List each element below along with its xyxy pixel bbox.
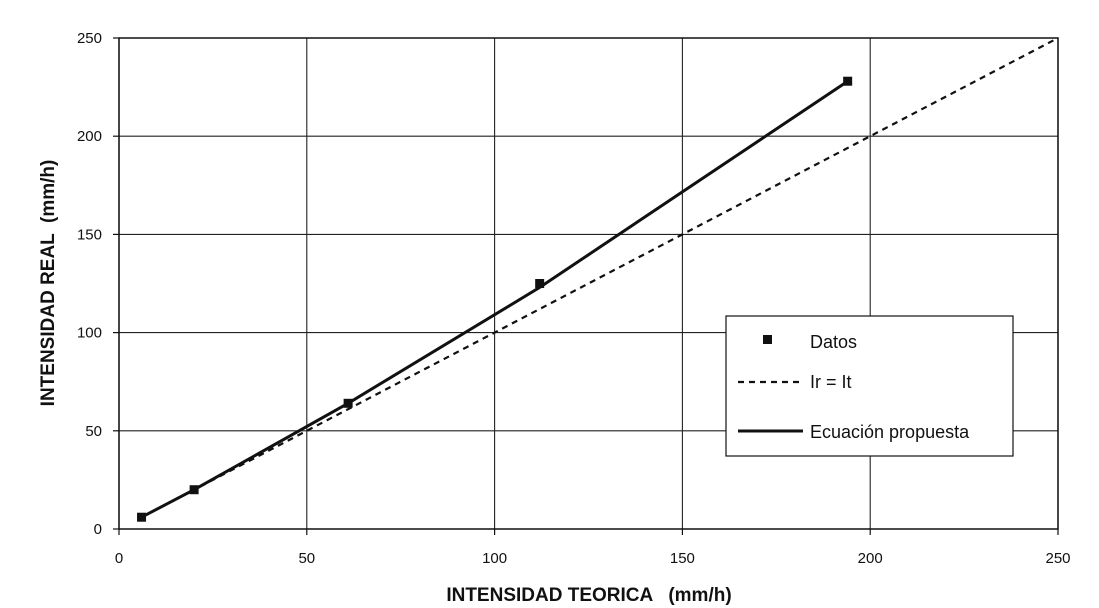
series-ir-it-line xyxy=(140,37,1059,519)
x-axis-title: INTENSIDAD TEORICA (mm/h) xyxy=(446,585,731,606)
series-ecuacion-line xyxy=(140,79,849,519)
legend-ecuacion-label: Ecuación propuesta xyxy=(810,422,970,442)
axis-ticks: 0 50 100 150 200 250 0 50 100 150 200 250 xyxy=(77,30,1071,567)
plot-frame xyxy=(118,37,1059,530)
x-tick-label: 150 xyxy=(670,550,695,567)
legend-datos-marker xyxy=(763,335,772,344)
x-tick-label: 250 xyxy=(1045,550,1070,567)
y-tick-label: 150 xyxy=(77,226,102,243)
legend-box xyxy=(725,315,1014,457)
y-tick-label: 250 xyxy=(77,30,102,47)
x-tick-label: 50 xyxy=(298,550,315,567)
y-tick-label: 200 xyxy=(77,128,102,145)
x-tick-label: 0 xyxy=(115,550,123,567)
legend-datos-label: Datos xyxy=(810,332,857,352)
y-tick-label: 50 xyxy=(85,423,102,440)
data-point xyxy=(535,279,545,288)
x-tick-label: 100 xyxy=(482,550,507,567)
legend-ir-it-label: Ir = It xyxy=(810,372,852,392)
y-tick-label: 100 xyxy=(77,325,102,342)
y-axis-title: INTENSIDAD REAL (mm/h) xyxy=(38,160,59,407)
series xyxy=(137,37,1059,522)
x-tick-label: 200 xyxy=(858,550,883,567)
y-tick-label: 0 xyxy=(94,521,102,538)
legend: Datos Ir = It Ecuación propuesta xyxy=(725,315,1014,457)
